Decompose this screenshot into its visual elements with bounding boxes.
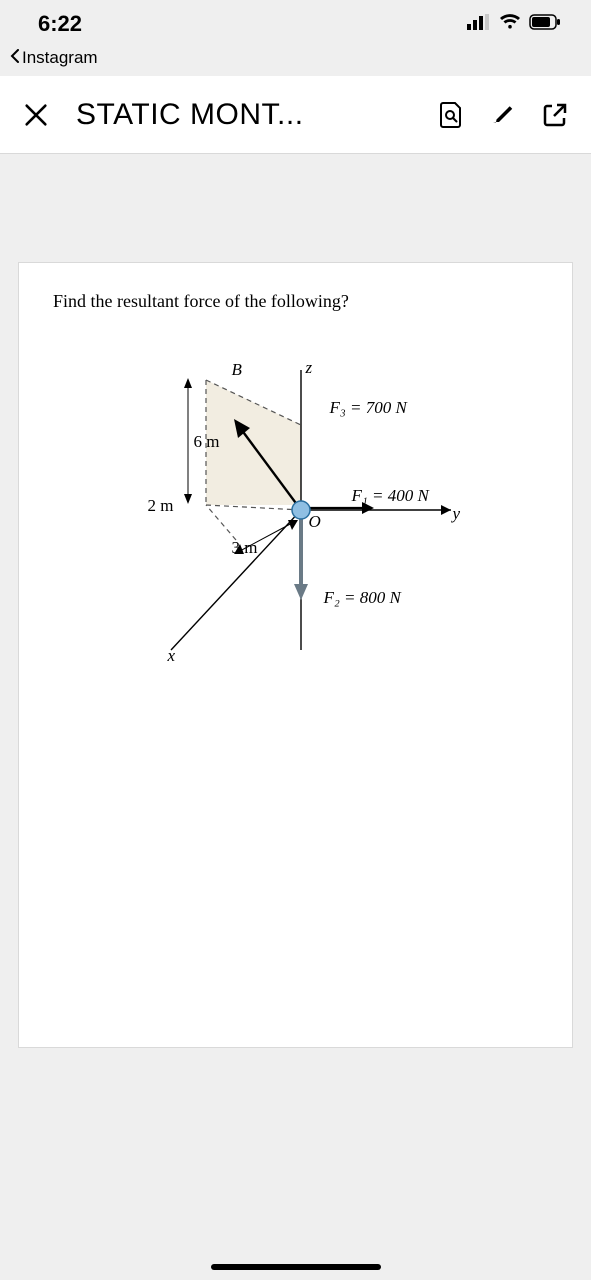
status-time: 6:22 [38,11,82,37]
label-O: O [309,512,321,532]
label-6m: 6 m [194,432,220,452]
status-icons-group [467,14,561,35]
battery-icon [529,14,561,35]
question-text: Find the resultant force of the followin… [53,291,538,312]
edit-icon[interactable] [485,97,521,133]
label-F1: F₁ = 400 N [352,486,429,506]
label-3m: 3 m [232,538,258,558]
label-2m: 2 m [148,496,174,516]
document-page[interactable]: Find the resultant force of the followin… [18,262,573,1048]
diagram-svg [126,360,466,670]
content-area: Find the resultant force of the followin… [0,154,591,1048]
open-external-icon[interactable] [537,97,573,133]
back-to-app[interactable]: Instagram [0,48,591,76]
label-F3: F₃ = 700 N [330,398,407,418]
force-diagram: B z F₃ = 700 N 6 m F₁ = 400 N y 2 m O 3 … [126,360,466,670]
label-y: y [453,504,461,524]
cellular-icon [467,14,491,35]
label-x: x [168,646,176,666]
label-z: z [306,358,313,378]
label-F2: F₂ = 800 N [324,588,401,608]
document-title: STATIC MONT... [70,98,417,132]
find-in-page-icon[interactable] [433,97,469,133]
wifi-icon [499,14,521,35]
app-bar: STATIC MONT... [0,76,591,154]
status-bar: 6:22 [0,0,591,48]
label-B: B [232,360,242,380]
close-button[interactable] [18,97,54,133]
home-indicator[interactable] [211,1264,381,1270]
chevron-left-icon [10,48,20,68]
back-to-app-label: Instagram [22,48,98,68]
